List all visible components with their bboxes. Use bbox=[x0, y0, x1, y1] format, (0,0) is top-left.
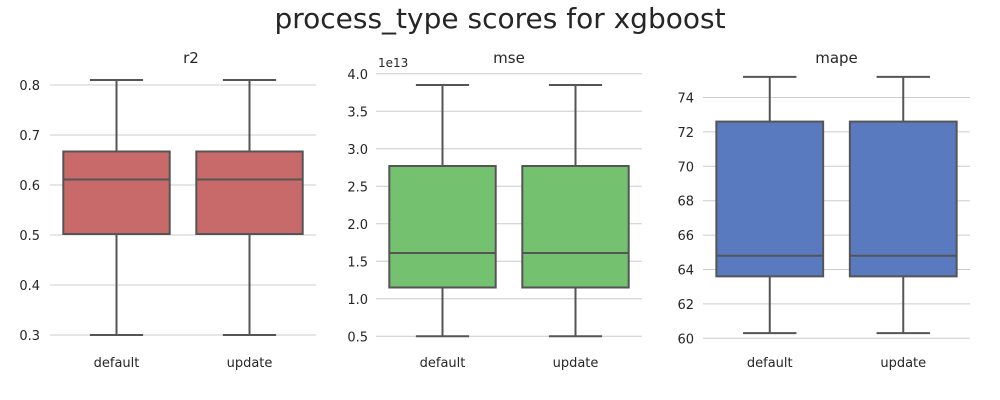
y-tick-label: 60 bbox=[677, 332, 694, 347]
box-default: default bbox=[62, 79, 171, 371]
y-tick-label: 70 bbox=[677, 160, 694, 175]
box-body bbox=[62, 150, 171, 235]
y-tick-label: 1.5 bbox=[347, 255, 368, 270]
box-body bbox=[388, 165, 497, 289]
subplot-title: r2 bbox=[183, 49, 199, 67]
figure-title: process_type scores for xgboost bbox=[274, 2, 726, 35]
y-tick-label: 0.7 bbox=[19, 129, 40, 144]
y-tick-label: 0.4 bbox=[19, 279, 40, 294]
box-body bbox=[521, 165, 630, 289]
y-tick-label: 4.0 bbox=[347, 68, 368, 83]
x-tick-label: update bbox=[880, 356, 926, 371]
y-tick-label: 72 bbox=[677, 126, 694, 141]
subplot-title: mse bbox=[493, 49, 525, 67]
subplot-mape: 60 62 64 66 68 70 72 74 mape default update bbox=[677, 49, 970, 371]
y-tick-label: 0.8 bbox=[19, 79, 40, 94]
y-tick-label: 0.5 bbox=[19, 229, 40, 244]
y-tick-label: 68 bbox=[677, 195, 694, 210]
y-tick-label: 62 bbox=[677, 298, 694, 313]
x-tick-label: default bbox=[94, 356, 140, 371]
y-tick-label: 0.3 bbox=[19, 329, 40, 344]
box-update: update bbox=[848, 75, 958, 371]
y-tick-label: 0.6 bbox=[19, 179, 40, 194]
y-tick-label: 64 bbox=[677, 263, 694, 278]
y-tick-label: 0.5 bbox=[347, 330, 368, 345]
y-tick-label: 3.5 bbox=[347, 105, 368, 120]
box-default: default bbox=[715, 75, 825, 371]
box-body bbox=[195, 150, 304, 235]
subplot-r2: 0.3 0.4 0.5 0.6 0.7 0.8 r2 default update bbox=[19, 49, 316, 371]
axis-offset-label: 1e13 bbox=[378, 56, 408, 70]
x-tick-label: default bbox=[747, 356, 793, 371]
box-default: default bbox=[388, 84, 497, 371]
subplot-mse: 0.5 1.0 1.5 2.0 2.5 3.0 3.5 4.0 mse 1e13 default up… bbox=[347, 49, 642, 371]
box-body bbox=[715, 120, 825, 278]
x-tick-label: update bbox=[227, 356, 273, 371]
box-update: update bbox=[195, 79, 304, 371]
y-tick-label: 3.0 bbox=[347, 143, 368, 158]
x-tick-label: default bbox=[420, 356, 466, 371]
y-tick-label: 74 bbox=[677, 92, 694, 107]
subplot-title: mape bbox=[815, 49, 858, 67]
y-tick-label: 1.0 bbox=[347, 293, 368, 308]
box-body bbox=[848, 120, 958, 278]
y-tick-label: 66 bbox=[677, 229, 694, 244]
y-tick-label: 2.0 bbox=[347, 218, 368, 233]
box-update: update bbox=[521, 84, 630, 371]
x-tick-label: update bbox=[553, 356, 599, 371]
y-tick-label: 2.5 bbox=[347, 180, 368, 195]
